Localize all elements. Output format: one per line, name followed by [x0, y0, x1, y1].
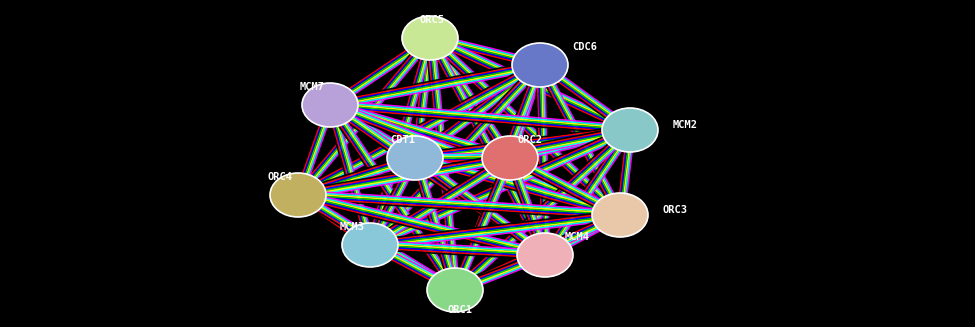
Text: CDC6: CDC6 — [572, 42, 598, 52]
Ellipse shape — [517, 233, 573, 277]
Text: ORC1: ORC1 — [448, 305, 473, 315]
Ellipse shape — [387, 136, 443, 180]
Ellipse shape — [270, 173, 326, 217]
Text: ORC5: ORC5 — [419, 15, 445, 25]
Text: ORC4: ORC4 — [267, 172, 292, 182]
Text: MCM3: MCM3 — [339, 222, 365, 232]
Text: MCM2: MCM2 — [673, 120, 697, 130]
Text: CDT1: CDT1 — [391, 135, 415, 145]
Text: MCM4: MCM4 — [565, 232, 590, 242]
Text: ORC3: ORC3 — [662, 205, 687, 215]
Ellipse shape — [592, 193, 648, 237]
Text: ORC2: ORC2 — [518, 135, 542, 145]
Ellipse shape — [427, 268, 483, 312]
Ellipse shape — [512, 43, 568, 87]
Ellipse shape — [302, 83, 358, 127]
Ellipse shape — [602, 108, 658, 152]
Ellipse shape — [342, 223, 398, 267]
Ellipse shape — [402, 16, 458, 60]
Text: MCM7: MCM7 — [299, 82, 325, 92]
Ellipse shape — [482, 136, 538, 180]
